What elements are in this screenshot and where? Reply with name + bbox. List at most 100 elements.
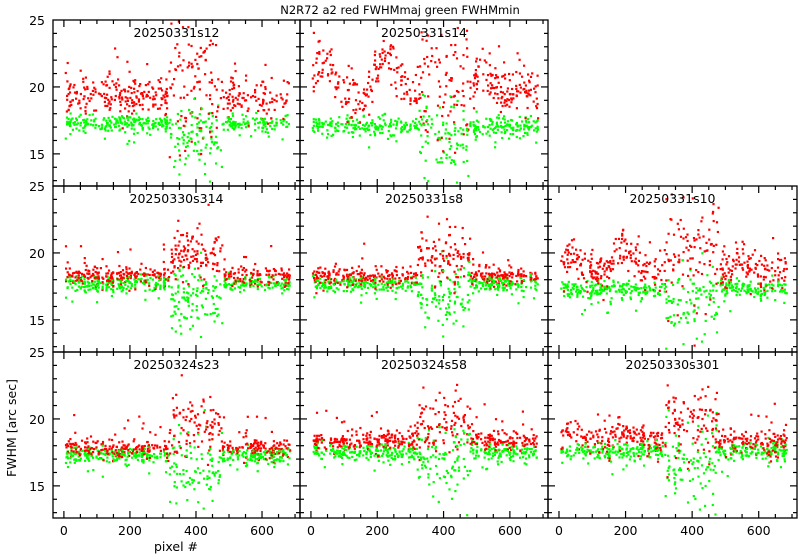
point-major <box>756 264 759 267</box>
point-major <box>88 99 91 103</box>
point-minor <box>286 114 289 117</box>
point-major <box>595 261 599 265</box>
point-minor <box>672 314 676 317</box>
point-major <box>148 284 151 287</box>
point-minor <box>466 130 469 133</box>
point-major <box>379 63 382 66</box>
point-minor <box>453 300 457 303</box>
point-minor <box>729 281 732 284</box>
point-minor <box>74 452 77 455</box>
point-major <box>409 102 412 106</box>
point-minor <box>195 305 198 308</box>
point-major <box>460 104 463 107</box>
point-major <box>157 272 160 275</box>
point-major <box>638 251 641 254</box>
point-major <box>229 80 233 83</box>
point-minor <box>265 121 268 124</box>
point-minor <box>434 305 438 308</box>
point-minor <box>187 304 190 307</box>
point-minor <box>382 119 385 122</box>
point-major <box>524 117 527 120</box>
point-minor <box>174 274 177 277</box>
point-major <box>366 275 370 278</box>
point-minor <box>672 324 676 327</box>
point-major <box>454 51 457 54</box>
point-minor <box>282 451 285 454</box>
point-minor <box>140 453 143 456</box>
point-minor <box>530 279 533 282</box>
point-minor <box>515 129 518 132</box>
point-major <box>457 250 460 253</box>
point-minor <box>185 449 188 452</box>
point-minor <box>736 282 739 285</box>
point-major <box>463 104 466 107</box>
point-major <box>335 88 338 91</box>
point-major <box>421 237 424 240</box>
point-major <box>181 69 184 72</box>
point-minor <box>163 288 166 291</box>
point-minor <box>272 448 275 451</box>
point-minor <box>776 285 780 288</box>
point-major <box>73 414 76 417</box>
point-major <box>91 447 94 450</box>
point-minor <box>110 129 113 132</box>
point-minor <box>312 118 315 121</box>
point-minor <box>448 296 451 299</box>
point-minor <box>442 270 445 273</box>
point-minor <box>192 288 195 291</box>
point-major <box>155 276 158 279</box>
point-minor <box>228 271 231 274</box>
point-major <box>455 103 459 106</box>
point-minor <box>667 316 670 319</box>
point-major <box>640 272 643 275</box>
point-minor <box>201 306 204 309</box>
point-minor <box>226 128 229 131</box>
point-minor <box>501 282 504 285</box>
point-major <box>78 99 81 102</box>
point-major <box>759 285 763 289</box>
point-minor <box>447 287 450 290</box>
point-minor <box>495 116 499 119</box>
point-major <box>780 258 783 261</box>
point-minor <box>756 292 759 295</box>
point-major <box>321 68 324 71</box>
point-minor <box>381 125 384 128</box>
point-major <box>96 267 99 270</box>
point-minor <box>257 126 260 129</box>
point-major <box>191 235 194 238</box>
point-minor <box>710 282 713 285</box>
point-major <box>747 255 750 258</box>
point-minor <box>438 280 441 283</box>
point-major <box>189 401 192 404</box>
point-minor <box>695 297 698 300</box>
point-minor <box>504 280 507 283</box>
point-major <box>233 276 236 280</box>
point-major <box>443 259 446 262</box>
point-minor <box>516 125 519 128</box>
point-minor <box>525 286 528 289</box>
point-major <box>745 271 748 274</box>
point-minor <box>87 122 90 125</box>
point-minor <box>137 278 140 281</box>
point-major <box>386 283 389 286</box>
point-major <box>81 282 84 285</box>
point-minor <box>697 297 700 300</box>
point-major <box>111 438 114 442</box>
point-major <box>746 264 749 267</box>
point-minor <box>415 117 418 121</box>
point-minor <box>535 141 538 144</box>
point-major <box>187 64 191 67</box>
point-major <box>92 274 95 277</box>
point-minor <box>260 285 263 288</box>
point-major <box>582 277 586 280</box>
point-major <box>719 268 722 271</box>
point-minor <box>728 283 731 286</box>
point-major <box>400 97 403 101</box>
point-minor <box>689 298 692 301</box>
point-minor <box>127 119 130 122</box>
point-minor <box>205 143 208 146</box>
point-minor <box>96 301 99 304</box>
point-minor <box>448 156 451 159</box>
point-major <box>486 74 490 77</box>
point-minor <box>194 470 197 474</box>
